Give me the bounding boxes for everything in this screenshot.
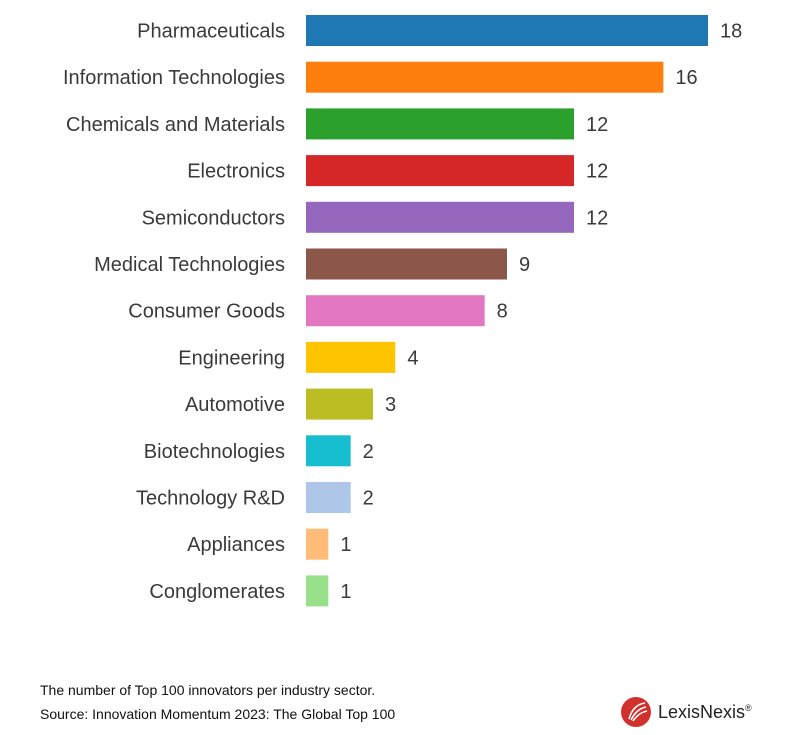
category-label-consumer-goods: Consumer Goods: [128, 301, 285, 323]
category-labels: Pharmaceuticals Information Technologies C…: [63, 21, 285, 603]
value-labels: 18 16 12 12 12 9 8 4 3 2 2 1 1: [340, 21, 742, 603]
bar-medical-technologies: [306, 248, 507, 280]
bar-consumer-goods: [306, 295, 485, 327]
value-label-technology-r-d: 2: [363, 488, 374, 510]
bar-chemicals-and-materials: [306, 108, 574, 140]
bar-automotive: [306, 388, 373, 420]
bar-conglomerates: [306, 575, 329, 607]
category-label-automotive: Automotive: [185, 394, 285, 416]
category-label-pharmaceuticals: Pharmaceuticals: [137, 21, 285, 43]
category-label-electronics: Electronics: [187, 161, 285, 183]
category-label-medical-technologies: Medical Technologies: [94, 254, 285, 276]
category-label-semiconductors: Semiconductors: [142, 207, 285, 229]
bar-electronics: [306, 155, 574, 187]
category-label-information-technologies: Information Technologies: [63, 67, 285, 89]
value-label-information-technologies: 16: [675, 67, 697, 89]
lexisnexis-logo[interactable]: LexisNexis®: [620, 696, 752, 728]
value-label-chemicals-and-materials: 12: [586, 114, 608, 136]
bar-information-technologies: [306, 61, 664, 93]
value-label-engineering: 4: [407, 347, 418, 369]
category-label-chemicals-and-materials: Chemicals and Materials: [66, 114, 285, 136]
value-label-consumer-goods: 8: [497, 301, 508, 323]
chart-source: Source: Innovation Momentum 2023: The Gl…: [40, 706, 396, 722]
value-label-conglomerates: 1: [340, 581, 351, 603]
category-label-conglomerates: Conglomerates: [149, 581, 285, 603]
bar-chart: Pharmaceuticals Information Technologies C…: [63, 15, 742, 607]
value-label-automotive: 3: [385, 394, 396, 416]
bars: [306, 15, 708, 607]
value-label-biotechnologies: 2: [363, 441, 374, 463]
category-label-biotechnologies: Biotechnologies: [144, 441, 285, 463]
bar-pharmaceuticals: [306, 15, 708, 46]
category-label-technology-r-d: Technology R&D: [136, 488, 285, 510]
bar-technology-r-d: [306, 482, 351, 513]
lexisnexis-logo-icon: [621, 697, 651, 727]
value-label-semiconductors: 12: [586, 207, 608, 229]
value-label-appliances: 1: [340, 534, 351, 556]
category-label-engineering: Engineering: [178, 347, 285, 369]
bar-biotechnologies: [306, 435, 351, 467]
value-label-pharmaceuticals: 18: [720, 21, 742, 43]
chart-caption: The number of Top 100 innovators per ind…: [40, 682, 376, 698]
category-label-appliances: Appliances: [187, 534, 285, 556]
value-label-electronics: 12: [586, 161, 608, 183]
bar-engineering: [306, 341, 396, 373]
logo-text: LexisNexis®: [658, 701, 752, 722]
bar-appliances: [306, 528, 329, 560]
value-label-medical-technologies: 9: [519, 254, 530, 276]
bar-semiconductors: [306, 201, 574, 233]
